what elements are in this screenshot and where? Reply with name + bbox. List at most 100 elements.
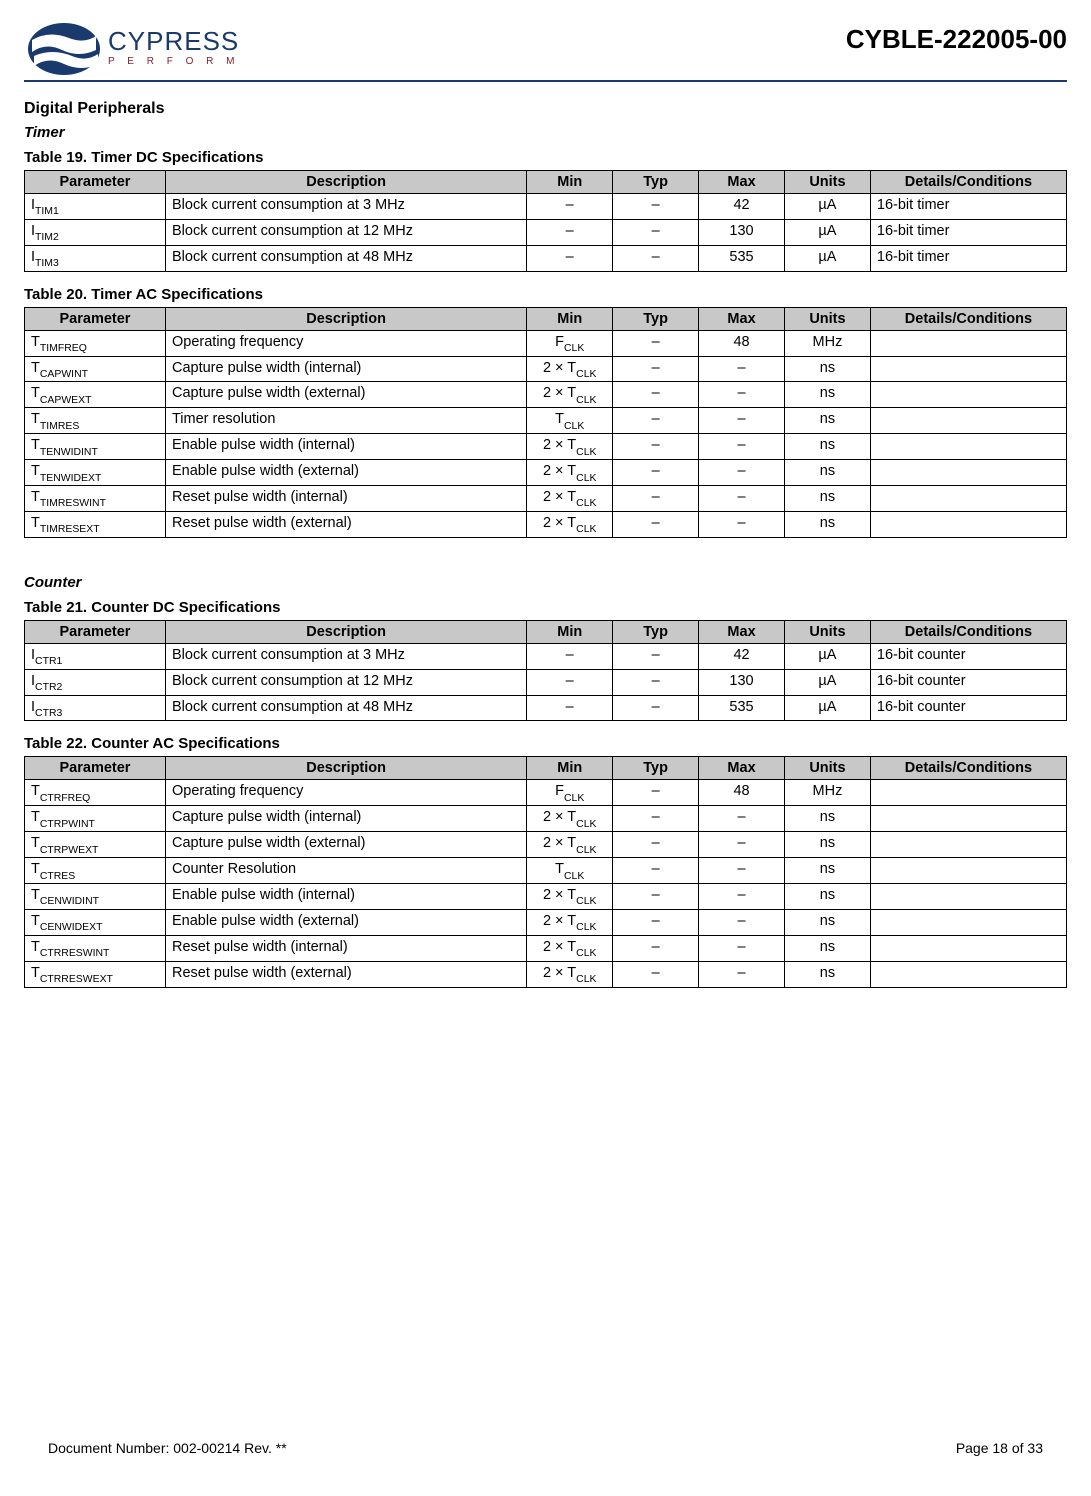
col-units: Units [784, 171, 870, 194]
cell-units: ns [784, 356, 870, 382]
col-details: Details/Conditions [870, 307, 1066, 330]
cell-units: µA [784, 219, 870, 245]
cell-units: ns [784, 832, 870, 858]
cell-min: – [527, 245, 613, 271]
cell-typ: – [613, 382, 699, 408]
cell-typ: – [613, 884, 699, 910]
cell-typ: – [613, 780, 699, 806]
cell-description: Capture pulse width (external) [165, 382, 526, 408]
cell-min: TCLK [527, 858, 613, 884]
cell-max: – [699, 356, 785, 382]
cell-details: 16-bit counter [870, 643, 1066, 669]
table-row: TTIMFREQOperating frequencyFCLK–48MHz [25, 330, 1067, 356]
cell-units: ns [784, 382, 870, 408]
cell-typ: – [613, 806, 699, 832]
cell-max: 130 [699, 219, 785, 245]
cell-parameter: ICTR1 [25, 643, 166, 669]
cell-typ: – [613, 356, 699, 382]
cell-typ: – [613, 245, 699, 271]
cell-details: 16-bit counter [870, 695, 1066, 721]
table-row: TCTRPWINTCapture pulse width (internal)2… [25, 806, 1067, 832]
cell-parameter: TTIMFREQ [25, 330, 166, 356]
cell-units: ns [784, 460, 870, 486]
col-details: Details/Conditions [870, 620, 1066, 643]
col-max: Max [699, 171, 785, 194]
cell-max: – [699, 486, 785, 512]
cell-description: Capture pulse width (internal) [165, 806, 526, 832]
cell-typ: – [613, 194, 699, 220]
col-parameter: Parameter [25, 757, 166, 780]
cell-units: ns [784, 434, 870, 460]
col-max: Max [699, 620, 785, 643]
cell-units: µA [784, 643, 870, 669]
cell-parameter: TCTRPWEXT [25, 832, 166, 858]
cell-max: – [699, 935, 785, 961]
cell-min: 2 × TCLK [527, 961, 613, 987]
cell-description: Capture pulse width (internal) [165, 356, 526, 382]
table-row: TTIMRESTimer resolutionTCLK––ns [25, 408, 1067, 434]
table-row: TCAPWINTCapture pulse width (internal)2 … [25, 356, 1067, 382]
cell-min: 2 × TCLK [527, 935, 613, 961]
cell-units: ns [784, 935, 870, 961]
col-parameter: Parameter [25, 307, 166, 330]
cell-typ: – [613, 669, 699, 695]
cell-typ: – [613, 935, 699, 961]
cell-min: – [527, 695, 613, 721]
cell-max: 535 [699, 695, 785, 721]
cell-parameter: TCAPWINT [25, 356, 166, 382]
cell-parameter: TTIMRESEXT [25, 511, 166, 537]
cell-parameter: TCTRES [25, 858, 166, 884]
cell-max: – [699, 832, 785, 858]
cell-typ: – [613, 961, 699, 987]
logo-block: CYPRESS P E R F O R M [24, 20, 240, 78]
cell-details [870, 832, 1066, 858]
cell-details [870, 884, 1066, 910]
part-number: CYBLE-222005-00 [846, 24, 1067, 55]
cell-parameter: ITIM3 [25, 245, 166, 271]
cell-max: 48 [699, 330, 785, 356]
table-row: TTIMRESEXTReset pulse width (external)2 … [25, 511, 1067, 537]
cell-parameter: TCENWIDINT [25, 884, 166, 910]
cell-parameter: TCTRFREQ [25, 780, 166, 806]
cell-units: µA [784, 245, 870, 271]
cell-typ: – [613, 330, 699, 356]
cell-min: 2 × TCLK [527, 884, 613, 910]
col-description: Description [165, 757, 526, 780]
col-max: Max [699, 757, 785, 780]
col-min: Min [527, 307, 613, 330]
cell-parameter: TTIMRESWINT [25, 486, 166, 512]
cell-typ: – [613, 486, 699, 512]
cell-details [870, 961, 1066, 987]
cell-description: Timer resolution [165, 408, 526, 434]
table19-caption: Table 19. Timer DC Specifications [24, 149, 1067, 166]
cell-units: µA [784, 695, 870, 721]
page-header: CYPRESS P E R F O R M CYBLE-222005-00 [24, 20, 1067, 82]
cell-max: – [699, 806, 785, 832]
cell-typ: – [613, 219, 699, 245]
cell-description: Counter Resolution [165, 858, 526, 884]
cell-typ: – [613, 643, 699, 669]
cell-details [870, 511, 1066, 537]
table21-caption: Table 21. Counter DC Specifications [24, 599, 1067, 616]
cell-max: – [699, 434, 785, 460]
cell-units: MHz [784, 780, 870, 806]
col-typ: Typ [613, 171, 699, 194]
cell-details [870, 858, 1066, 884]
timer-ac-table: Parameter Description Min Typ Max Units … [24, 307, 1067, 538]
cell-max: – [699, 961, 785, 987]
cell-parameter: TCENWIDEXT [25, 909, 166, 935]
cell-min: FCLK [527, 330, 613, 356]
cell-parameter: TCTRRESWINT [25, 935, 166, 961]
cell-typ: – [613, 832, 699, 858]
col-description: Description [165, 620, 526, 643]
cell-description: Enable pulse width (external) [165, 460, 526, 486]
cell-max: – [699, 460, 785, 486]
table-header-row: Parameter Description Min Typ Max Units … [25, 171, 1067, 194]
col-units: Units [784, 620, 870, 643]
cell-description: Reset pulse width (internal) [165, 935, 526, 961]
cell-parameter: TTENWIDEXT [25, 460, 166, 486]
cell-parameter: TCTRRESWEXT [25, 961, 166, 987]
cell-min: 2 × TCLK [527, 460, 613, 486]
cell-max: – [699, 884, 785, 910]
cell-details [870, 806, 1066, 832]
